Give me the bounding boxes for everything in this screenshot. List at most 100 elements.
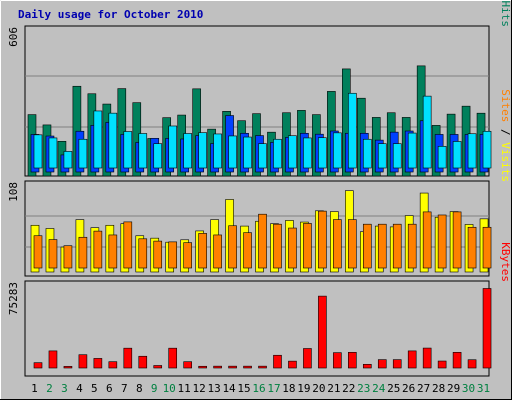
bar-pages-day-14 [228,135,237,169]
bar-sites-day-14 [228,225,237,269]
x-tick-label-day-14: 14 [222,382,236,395]
bar-kbytes-day-25 [392,359,402,369]
bar-pages-day-30 [467,133,477,169]
legend-separator: / [499,0,512,1]
legend-sites: Sites [499,89,512,122]
x-tick-label-day-10: 10 [163,382,176,395]
bar-sites-day-2 [48,239,58,269]
chart-panels: 606 Pages / Files / Hits 108 Sites / Visits… [7,0,512,377]
x-tick-label-day-15: 15 [237,382,250,395]
bar-kbytes-day-27 [422,347,432,369]
bar-pages-day-11 [183,133,192,169]
bar-sites-day-24 [377,223,387,269]
bar-sites-day-28 [437,214,447,269]
bar-kbytes-day-26 [407,350,417,369]
bar-sites-day-17 [273,223,282,269]
bar-kbytes-day-23 [362,363,372,369]
bar-kbytes-day-17 [273,354,282,369]
bar-pages-day-4 [78,138,88,169]
bar-pages-day-26 [407,132,417,169]
x-tick-label-day-3: 3 [61,382,68,395]
series-sites [33,210,492,269]
bar-kbytes-day-9 [153,365,163,369]
panel-3-ymax-label: 75283 [7,282,20,315]
bar-kbytes-day-22 [348,352,357,369]
x-tick-label-day-4: 4 [76,382,83,395]
bar-sites-day-18 [288,227,297,269]
bar-sites-day-6 [108,234,118,269]
bar-kbytes-day-4 [78,354,88,369]
bar-kbytes-day-8 [138,355,148,369]
bar-sites-day-5 [93,230,103,269]
x-tick-label-day-23: 23 [357,382,370,395]
bar-sites-day-3 [63,245,73,269]
bar-sites-day-27 [422,211,432,269]
bar-pages-day-10 [168,125,178,169]
bar-kbytes-day-24 [377,359,387,369]
bar-sites-day-25 [392,223,402,269]
bar-pages-day-9 [153,143,163,169]
bar-sites-day-9 [153,240,163,269]
bar-kbytes-day-15 [243,365,252,369]
legend-visits: Visits [499,142,512,182]
x-tick-label-day-21: 21 [327,382,340,395]
bar-sites-day-19 [303,223,312,269]
panel-2-legend-text: Sites / Visits [499,89,512,182]
legend-kbytes: KBytes [499,242,512,282]
bar-pages-day-16 [258,143,267,169]
bar-kbytes-day-18 [288,360,297,369]
x-tick-label-day-8: 8 [136,382,143,395]
bar-kbytes-day-29 [452,352,462,369]
legend-hits: Hits [499,1,512,28]
panel-1-legend: Pages / Files / Hits [499,0,512,27]
bar-kbytes-day-6 [108,361,118,369]
bar-sites-day-26 [407,223,417,269]
bar-sites-day-10 [168,241,178,269]
bar-sites-day-1 [33,235,43,269]
bar-sites-day-22 [348,219,357,269]
x-tick-label-day-6: 6 [106,382,113,395]
panel-1-legend-text: Pages / Files / Hits [499,0,512,27]
bar-pages-day-8 [138,133,148,169]
x-tick-label-day-5: 5 [91,382,98,395]
x-tick-label-day-20: 20 [312,382,325,395]
bar-kbytes-day-7 [123,347,133,369]
bar-kbytes-day-19 [303,348,312,369]
bar-pages-day-1 [33,134,43,169]
x-tick-label-day-9: 9 [151,382,158,395]
bar-kbytes-day-20 [318,295,327,369]
panel-3-legend: KBytes [499,242,512,282]
bar-sites-day-4 [78,236,88,269]
x-tick-label-day-22: 22 [342,382,355,395]
bar-pages-day-29 [452,141,462,169]
bar-pages-day-5 [93,110,103,169]
bar-sites-day-12 [198,233,207,269]
x-axis-labels: 1 2 3 4 5 6 7 8 9 10 11 12 13 14 15 16 17 18 19 20 21 22 23 24 2… [31,382,490,395]
bar-kbytes-day-16 [258,365,267,369]
bar-kbytes-day-3 [63,366,73,369]
bar-pages-day-31 [482,130,492,169]
bar-sites-day-30 [467,226,477,269]
bar-pages-day-15 [243,136,252,169]
bar-kbytes-day-30 [467,359,477,369]
x-tick-label-day-26: 26 [402,382,415,395]
legend-separator: / [499,122,512,142]
bar-pages-day-2 [48,137,58,169]
bar-pages-day-23 [362,138,372,169]
bar-pages-day-22 [348,92,357,169]
bar-kbytes-day-13 [213,365,222,369]
bar-sites-day-31 [482,226,492,269]
panel-1-ymax-label: 606 [7,27,20,47]
bar-pages-day-28 [437,146,447,169]
bar-pages-day-12 [198,132,207,169]
x-tick-label-day-12: 12 [193,382,206,395]
bar-pages-day-7 [123,131,133,169]
bar-pages-day-24 [377,143,387,169]
bar-kbytes-day-28 [437,360,447,369]
bar-pages-day-17 [273,138,282,169]
bar-kbytes-day-1 [33,362,43,369]
bar-kbytes-day-14 [228,365,237,369]
bar-kbytes-day-31 [482,288,492,369]
bar-pages-day-6 [108,112,118,169]
